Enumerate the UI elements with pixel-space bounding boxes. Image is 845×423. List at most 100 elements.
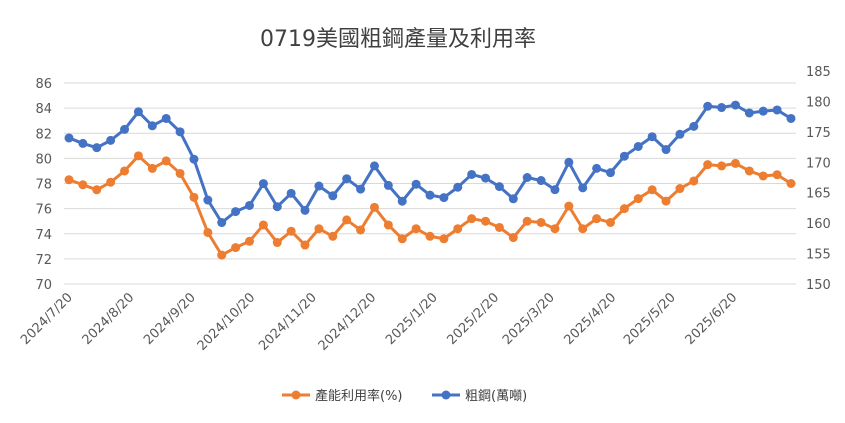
legend: 產能利用率(%) 粗鋼(萬噸) [282, 388, 527, 404]
y-left-tick-label: 76 [35, 203, 52, 218]
data-point [550, 224, 560, 234]
data-point [245, 236, 254, 246]
y-right-tick-label: 165 [806, 187, 831, 202]
data-point [217, 250, 227, 260]
y-left-tick-label: 86 [35, 77, 52, 92]
x-tick-label: 2025/3/20 [500, 290, 558, 348]
legend-marker-dot [291, 390, 301, 400]
data-point [397, 196, 407, 206]
data-point [189, 154, 199, 164]
y-right-tick-label: 185 [806, 65, 831, 80]
data-point [481, 173, 491, 183]
x-tick-label: 2024/10/20 [195, 290, 259, 354]
x-tick-label: 2024/8/20 [80, 290, 138, 348]
data-point [64, 175, 74, 185]
data-point [508, 233, 518, 243]
data-point [92, 185, 102, 195]
data-point [453, 182, 463, 192]
x-tick-label: 2025/6/20 [683, 290, 741, 348]
data-point [175, 127, 185, 137]
data-point [772, 170, 782, 180]
data-point [633, 194, 643, 204]
data-point [106, 177, 116, 187]
data-point [342, 215, 352, 225]
data-point [161, 113, 171, 123]
y-left-tick-label: 72 [35, 253, 52, 268]
series-group [64, 100, 796, 260]
data-point [703, 160, 713, 170]
legend-label: 產能利用率(%) [315, 388, 403, 404]
x-tick-label: 2025/1/20 [383, 290, 441, 348]
data-point [522, 173, 532, 182]
data-point [175, 168, 185, 178]
x-tick-label: 2025/4/20 [562, 290, 620, 348]
data-point [619, 204, 629, 214]
data-point [786, 113, 796, 123]
y-left-tick-label: 74 [35, 228, 52, 243]
data-point [647, 185, 657, 195]
data-point [730, 100, 740, 110]
data-point [744, 166, 754, 176]
data-point [717, 103, 727, 113]
data-point [633, 141, 643, 151]
data-point [258, 220, 268, 230]
data-point [481, 216, 491, 226]
data-point [675, 184, 685, 194]
data-point [203, 227, 213, 237]
y-left-tick-label: 70 [35, 278, 52, 293]
data-point [508, 194, 518, 204]
data-point [564, 201, 574, 211]
data-point [494, 182, 504, 192]
data-point [411, 179, 421, 189]
data-point [397, 234, 407, 244]
data-point [245, 200, 254, 210]
data-point [606, 168, 615, 178]
data-point [467, 214, 477, 224]
data-point [439, 193, 449, 203]
y-left-tick-label: 78 [35, 178, 52, 193]
y-right-tick-label: 150 [806, 278, 831, 293]
data-point [258, 179, 268, 189]
data-point [411, 224, 421, 234]
legend-label: 粗鋼(萬噸) [465, 389, 527, 404]
data-point [161, 156, 171, 166]
data-point [342, 174, 352, 184]
data-point [328, 191, 338, 201]
data-point [217, 218, 227, 228]
data-point [300, 205, 310, 215]
legend-marker-dot [441, 390, 451, 400]
data-point [133, 151, 143, 161]
data-point [328, 231, 338, 241]
data-point [120, 124, 130, 134]
x-tick-label: 2024/9/20 [141, 290, 199, 348]
series-crude-steel [64, 100, 796, 228]
data-point [231, 207, 241, 217]
y-axis-left: 70 72 74 76 78 80 82 84 86 [35, 77, 52, 293]
data-point [369, 202, 379, 212]
y-left-tick-label: 84 [35, 102, 52, 117]
data-point [286, 226, 296, 236]
y-left-tick-label: 82 [35, 127, 52, 142]
data-point [675, 129, 685, 139]
data-point [564, 157, 574, 167]
data-point [272, 202, 282, 212]
data-point [494, 222, 504, 232]
data-point [189, 192, 199, 202]
y-left-tick-label: 80 [35, 152, 52, 167]
y-right-tick-label: 160 [806, 217, 831, 232]
data-point [730, 158, 740, 168]
data-point [536, 176, 546, 186]
data-point [758, 171, 768, 181]
x-tick-label: 2025/5/20 [621, 290, 679, 348]
x-tick-label: 2024/7/20 [18, 290, 76, 348]
data-point [356, 184, 366, 194]
data-point [286, 188, 296, 198]
data-point [592, 214, 602, 224]
x-tick-label: 2025/2/20 [444, 290, 502, 348]
chart-title: 0719美國粗鋼產量及利用率 [260, 27, 536, 52]
data-point [606, 217, 615, 227]
data-point [147, 163, 157, 173]
data-point [203, 195, 213, 205]
data-point [231, 243, 241, 253]
